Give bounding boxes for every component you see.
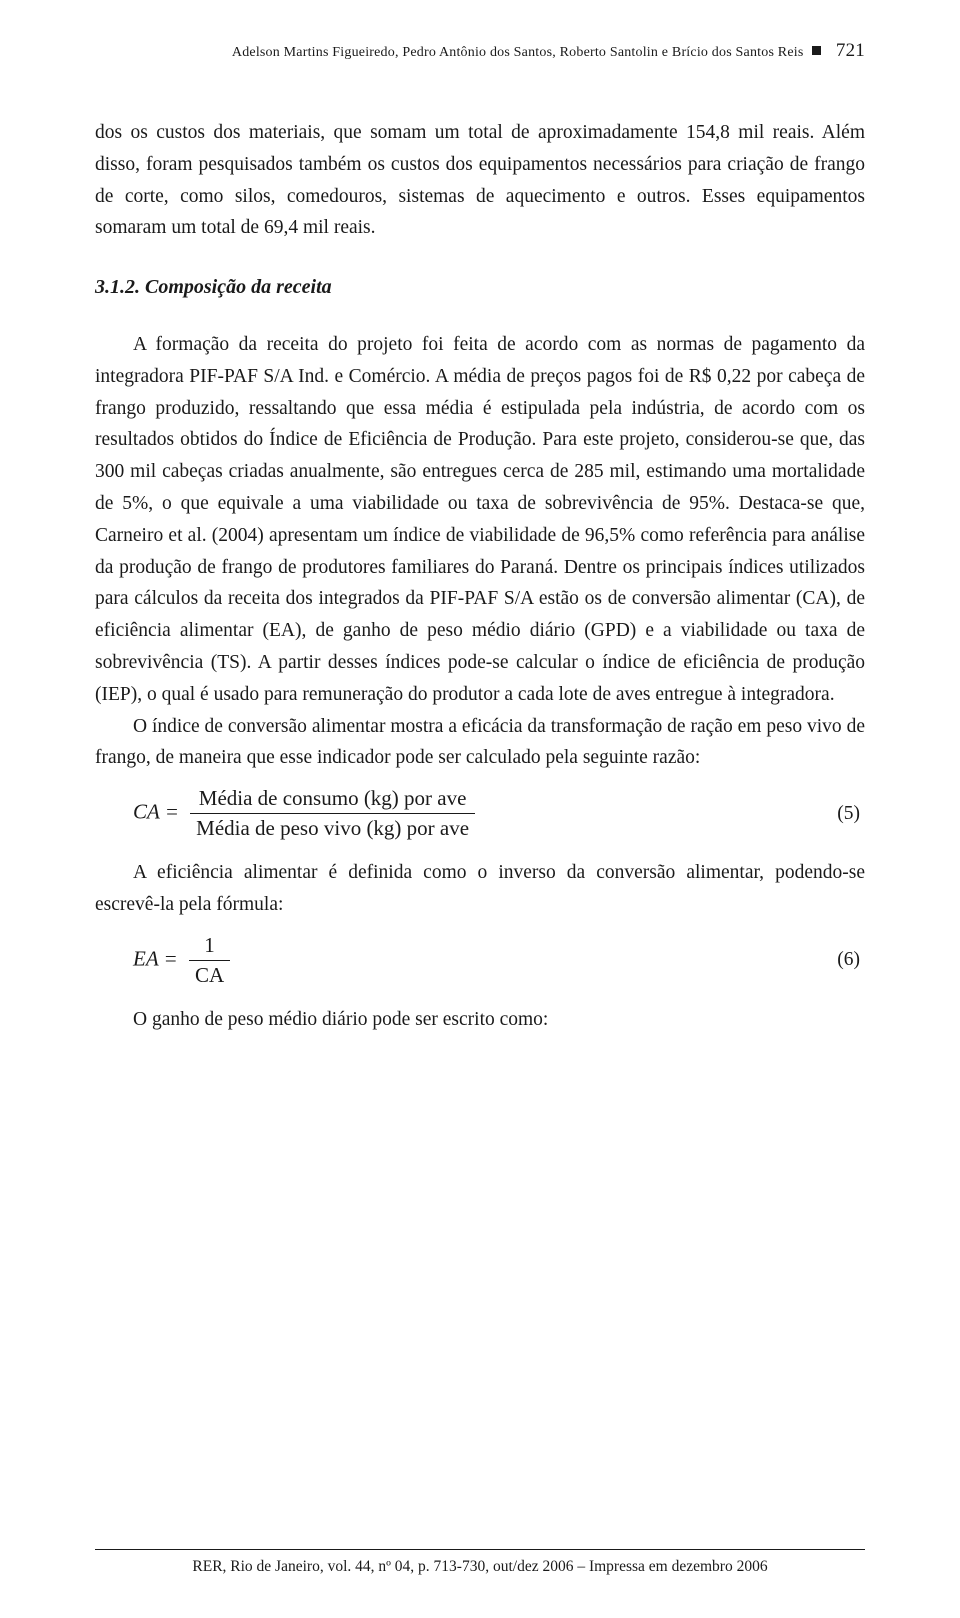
equation-6-denominator: CA bbox=[189, 961, 230, 988]
equation-6-numerator: 1 bbox=[189, 933, 230, 961]
paragraph-1: dos os custos dos materiais, que somam u… bbox=[95, 117, 865, 244]
equation-5: CA = Média de consumo (kg) por ave Média… bbox=[133, 786, 475, 841]
page-number: 721 bbox=[836, 40, 865, 61]
equation-5-lhs: CA bbox=[133, 799, 159, 823]
paragraph-3: O índice de conversão alimentar mostra a… bbox=[95, 711, 865, 775]
equation-6: EA = 1 CA bbox=[133, 933, 230, 988]
equation-6-row: EA = 1 CA (6) bbox=[95, 933, 865, 988]
equation-5-number: (5) bbox=[837, 803, 865, 825]
equation-6-number: (6) bbox=[837, 949, 865, 971]
equation-5-row: CA = Média de consumo (kg) por ave Média… bbox=[95, 786, 865, 841]
page-footer: RER, Rio de Janeiro, vol. 44, nº 04, p. … bbox=[95, 1549, 865, 1576]
equation-5-denominator: Média de peso vivo (kg) por ave bbox=[190, 814, 475, 841]
paragraph-5: O ganho de peso médio diário pode ser es… bbox=[95, 1004, 865, 1036]
equation-5-numerator: Média de consumo (kg) por ave bbox=[190, 786, 475, 814]
equation-5-fraction: Média de consumo (kg) por ave Média de p… bbox=[190, 786, 475, 841]
equation-6-fraction: 1 CA bbox=[189, 933, 230, 988]
running-header: Adelson Martins Figueiredo, Pedro Antôni… bbox=[95, 40, 865, 62]
header-authors: Adelson Martins Figueiredo, Pedro Antôni… bbox=[232, 45, 804, 60]
paragraph-4: A eficiência alimentar é definida como o… bbox=[95, 857, 865, 921]
section-312-title: 3.1.2. Composição da receita bbox=[95, 276, 865, 299]
equals-sign: = bbox=[164, 946, 183, 970]
footer-text: RER, Rio de Janeiro, vol. 44, nº 04, p. … bbox=[192, 1558, 767, 1575]
equation-6-lhs: EA bbox=[133, 946, 158, 970]
equals-sign: = bbox=[165, 799, 184, 823]
paragraph-2: A formação da receita do projeto foi fei… bbox=[95, 329, 865, 710]
header-marker-icon bbox=[812, 46, 821, 55]
